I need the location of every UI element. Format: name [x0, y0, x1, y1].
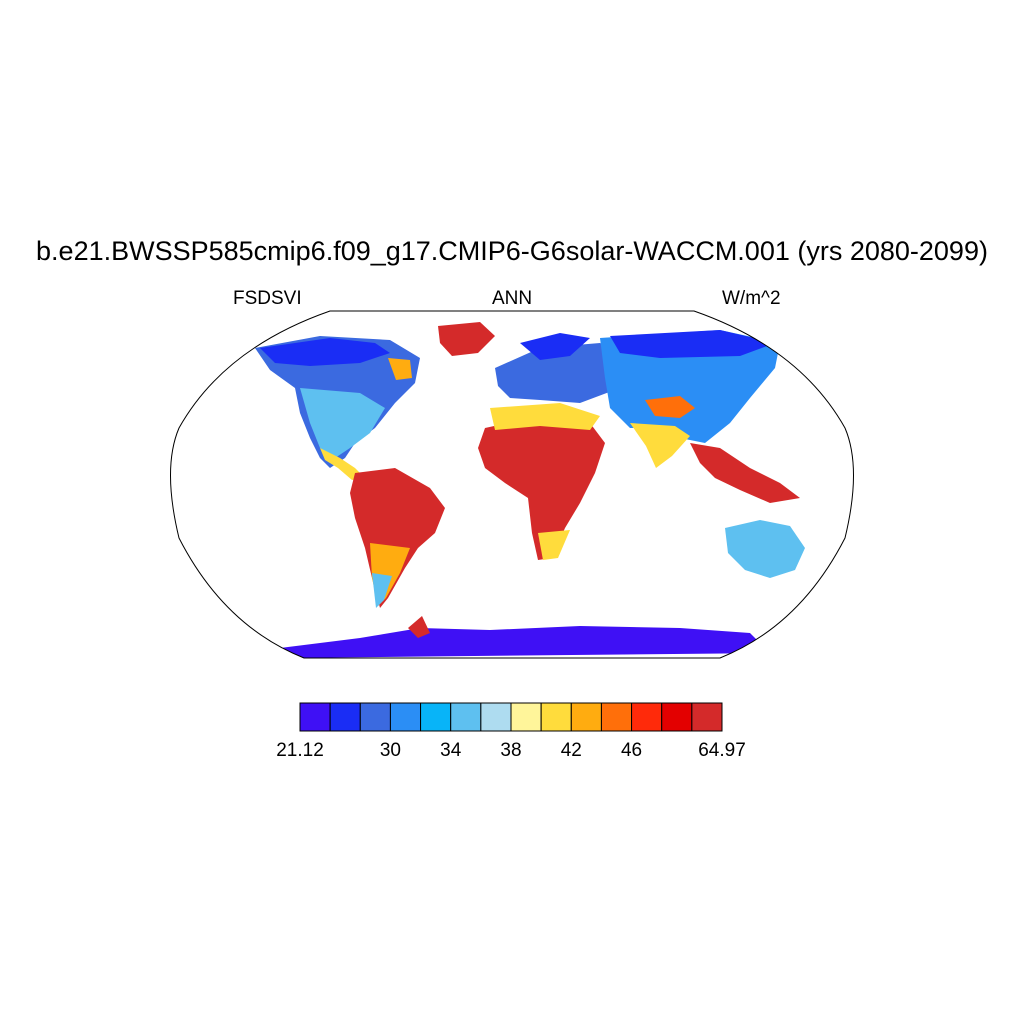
colorbar-swatch-13	[691, 702, 723, 732]
southeast-asia	[690, 443, 800, 503]
patagonia	[372, 573, 392, 608]
colorbar-swatch-9	[570, 702, 602, 732]
asia	[600, 330, 780, 443]
units-label: W/m^2	[722, 288, 781, 309]
variable-label: FSDSVI	[233, 288, 302, 309]
sahara	[490, 403, 600, 430]
antarctica	[280, 626, 770, 658]
southern-africa	[538, 530, 570, 560]
europe	[495, 343, 630, 403]
greenland	[438, 322, 495, 356]
colorbar-swatch-4	[420, 702, 452, 732]
colorbar-swatch-10	[600, 702, 633, 732]
colorbar-swatch-2	[359, 702, 391, 732]
colorbar-swatch-7	[510, 702, 542, 732]
hudson-hotspot	[388, 358, 412, 380]
colorbar-tick-label: 42	[560, 740, 582, 761]
colorbar-tick-label: 30	[379, 740, 401, 761]
colorbar-swatch-12	[661, 702, 693, 732]
africa	[478, 416, 605, 560]
world-map	[160, 308, 864, 664]
colorbar	[299, 702, 723, 732]
season-label: ANN	[491, 288, 533, 309]
colorbar-tick-label: 21.12	[276, 740, 324, 761]
colorbar-swatch-1	[329, 702, 361, 732]
plot-title: b.e21.BWSSP585cmip6.f09_g17.CMIP6-G6sola…	[36, 236, 988, 266]
north-america-south	[300, 388, 385, 458]
central-america	[320, 448, 365, 480]
map-outline	[170, 310, 854, 659]
australia	[725, 520, 805, 578]
antarctic-peninsula	[408, 616, 430, 638]
colorbar-swatch-6	[480, 702, 512, 732]
colorbar-swatch-8	[540, 702, 572, 732]
colorbar-tick-label: 46	[620, 740, 643, 761]
colorbar-swatch-5	[450, 702, 482, 732]
colorbar-tick-label: 34	[440, 740, 462, 761]
tibet	[645, 396, 695, 418]
siberia	[610, 330, 775, 358]
scandinavia	[520, 333, 590, 360]
colorbar-tick-label: 38	[500, 740, 522, 761]
south-asia	[630, 423, 690, 468]
colorbar-swatch-3	[389, 702, 422, 732]
canada-north	[260, 338, 390, 366]
colorbar-tick-label: 64.97	[698, 740, 746, 761]
colorbar-swatch-11	[631, 702, 663, 732]
colorbar-swatch-0	[299, 702, 331, 732]
